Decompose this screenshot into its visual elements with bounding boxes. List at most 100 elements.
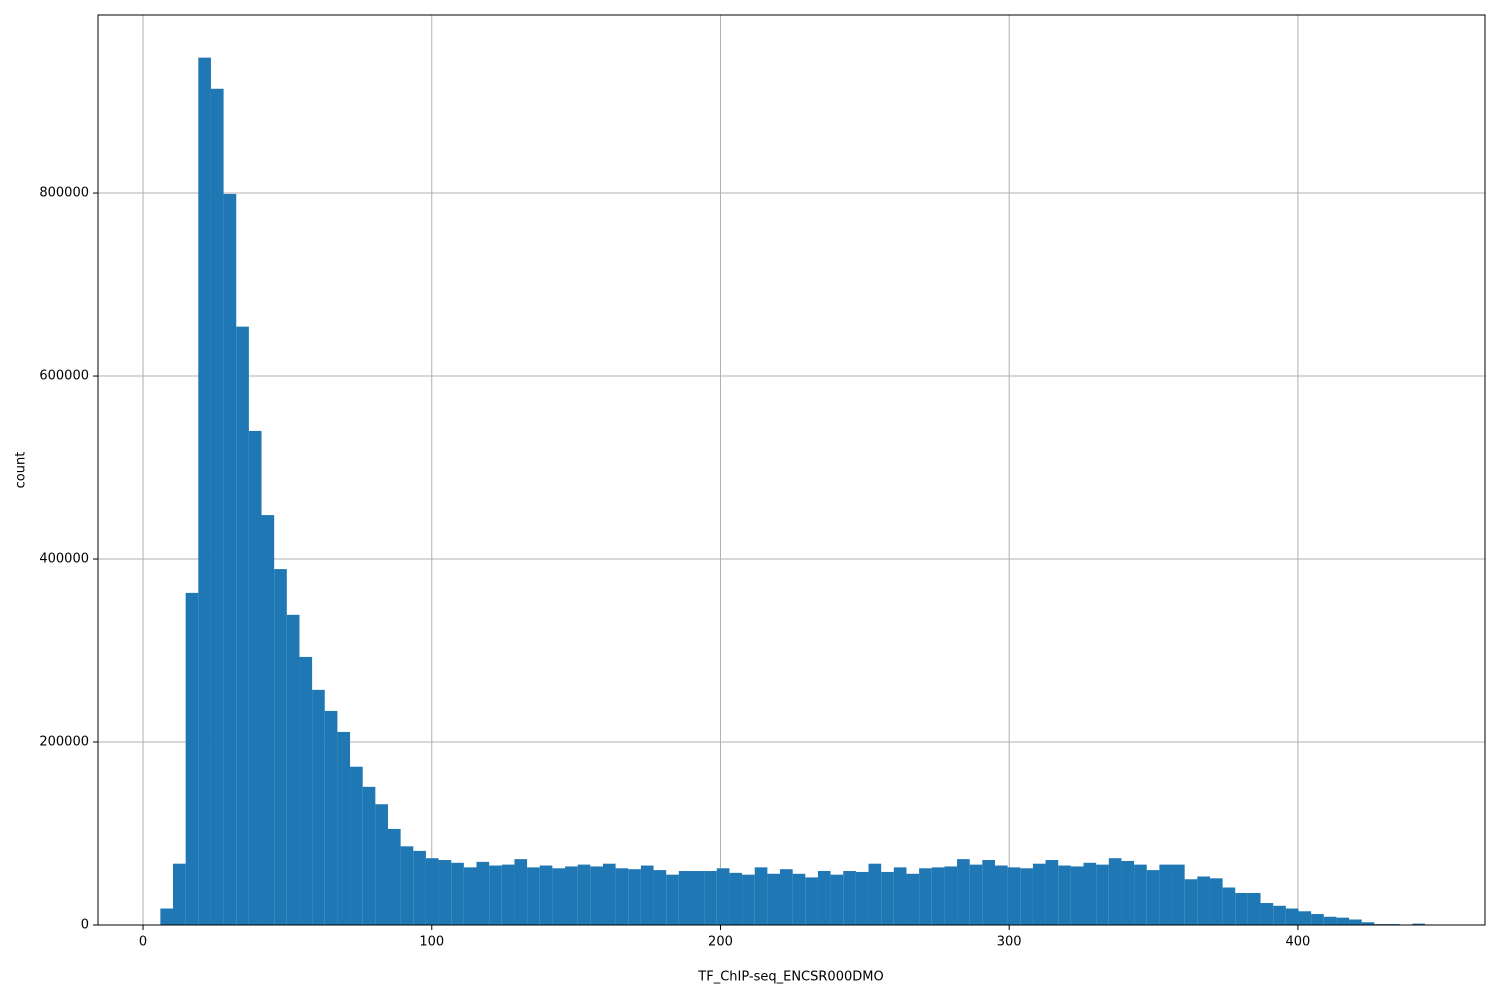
bar (1096, 864, 1109, 925)
bar (628, 869, 641, 925)
bar (324, 710, 338, 925)
bar (286, 614, 300, 925)
bar (387, 828, 401, 925)
bar (906, 873, 920, 925)
bar (881, 871, 894, 925)
y-tick-label: 400000 (39, 552, 89, 567)
bar (1235, 892, 1248, 925)
bar (451, 862, 464, 925)
bar (792, 873, 806, 925)
bar (1032, 863, 1046, 925)
bar (1083, 862, 1097, 925)
bar (425, 858, 439, 925)
bar (552, 868, 566, 925)
bar (1412, 923, 1425, 925)
bar (691, 871, 705, 925)
bar (438, 860, 452, 925)
bar (868, 863, 882, 925)
bar (299, 656, 313, 925)
x-tick-label: 300 (997, 935, 1022, 950)
bar (1007, 867, 1021, 925)
bar (1273, 905, 1286, 925)
bar (1108, 858, 1122, 925)
bar (1222, 887, 1236, 925)
bar (817, 871, 831, 925)
bar (160, 908, 174, 925)
bar (463, 867, 477, 925)
bar (1058, 865, 1071, 925)
bar (1349, 919, 1362, 925)
bar (375, 804, 388, 925)
y-axis-label: count (14, 452, 29, 489)
bar (602, 863, 616, 925)
bar (198, 57, 211, 926)
bar (501, 864, 515, 925)
plot-frame (97, 14, 1486, 926)
bar (223, 193, 237, 925)
bar (1146, 870, 1160, 925)
x-tick-label: 200 (708, 935, 733, 950)
bar (400, 846, 414, 925)
bar (337, 731, 351, 925)
bar (780, 869, 793, 925)
y-tick-label: 0 (81, 918, 89, 933)
x-tick-label: 100 (419, 935, 444, 950)
bar (362, 786, 376, 925)
bar (893, 867, 907, 925)
bar (729, 872, 743, 925)
bar (539, 865, 553, 925)
bar (489, 865, 502, 925)
bar (805, 877, 818, 925)
bar (653, 870, 667, 925)
bar (577, 864, 591, 925)
bar (210, 88, 224, 926)
bar (1285, 908, 1299, 925)
bar (350, 766, 363, 925)
bar (514, 859, 528, 925)
bar (1311, 914, 1324, 925)
bar (1184, 879, 1198, 925)
bar (173, 863, 186, 925)
bar (274, 569, 287, 925)
bar (590, 866, 603, 925)
bar (565, 866, 578, 925)
x-tick-label: 0 (139, 935, 147, 950)
bar (1045, 860, 1059, 925)
bar (1121, 860, 1135, 925)
bar (1020, 868, 1033, 925)
bar (476, 861, 490, 925)
bar (640, 865, 654, 925)
bar (261, 515, 275, 925)
bar (830, 874, 844, 925)
bar (754, 867, 768, 925)
bar (413, 850, 426, 925)
bar (855, 871, 869, 925)
y-tick-label: 600000 (39, 369, 89, 384)
bar (1247, 892, 1261, 925)
bar (1298, 911, 1312, 925)
bar (742, 874, 755, 925)
bar (994, 865, 1008, 925)
bar (1209, 878, 1223, 925)
bar (957, 859, 970, 925)
bar (1172, 864, 1185, 925)
bar (615, 868, 629, 925)
bar (931, 867, 945, 925)
bar (704, 871, 717, 925)
bar (1159, 864, 1173, 925)
bar (1134, 864, 1147, 925)
bar (982, 860, 995, 925)
bar (236, 326, 249, 925)
bar (767, 873, 781, 925)
bar (312, 689, 325, 925)
bar (678, 871, 692, 925)
x-tick-label: 400 (1285, 935, 1310, 950)
bar (1260, 903, 1274, 925)
bar (248, 430, 262, 925)
bar (919, 868, 932, 925)
bar (1323, 916, 1337, 925)
y-tick-label: 200000 (39, 735, 89, 750)
bar (969, 864, 983, 925)
bar (1070, 866, 1084, 925)
